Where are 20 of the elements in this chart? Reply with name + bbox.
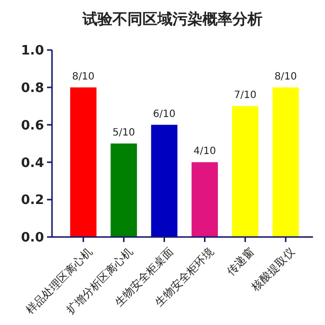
data-label: 5/10 [112,128,136,138]
data-label: 4/10 [194,146,216,158]
data-label: 7/10 [234,90,256,102]
bar [70,87,96,237]
y-tick-label: 0.6 [20,118,44,134]
y-tick-label: 0.8 [20,80,44,96]
x-tick-label: 传递窗 [224,245,257,278]
y-tick-label: 1.0 [20,44,44,59]
y-tick-label: 0.2 [20,193,44,208]
data-label: 6/10 [153,108,176,120]
y-tick-label: 0.0 [20,230,44,246]
bar [151,124,178,237]
y-tick-label: 0.4 [20,156,44,171]
data-label: 8/10 [274,71,297,82]
data-label: 8/10 [72,71,95,82]
bar [232,106,258,237]
bar [110,144,137,237]
bar [272,87,299,237]
bar [192,162,218,237]
chart-title: 试验不同区域污染概率分析 [82,10,262,28]
